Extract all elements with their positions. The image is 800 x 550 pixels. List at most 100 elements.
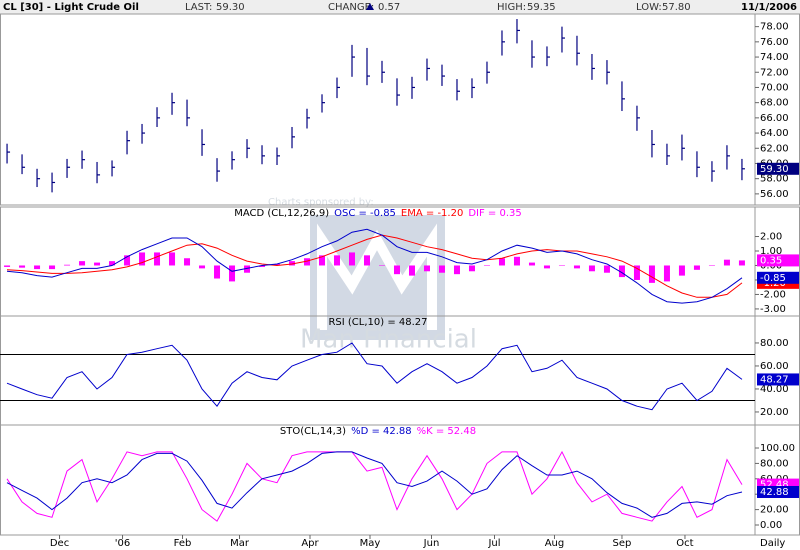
histogram-bar [378,265,385,266]
panel-title: RSI (CL,10) = 48.27 [328,317,427,328]
histogram-bar [184,258,191,266]
x-tick-label: Sep [613,538,632,549]
x-tick-label: May [360,538,381,549]
y-tick-label: 0.00 [760,520,782,531]
histogram-bar [573,265,580,269]
header: CL [30] - Light Crude Oil LAST: 59.30 CH… [0,0,800,14]
panel-title-text: RSI (CL,10) = 48.27 [328,317,427,328]
histogram-bar [289,261,296,266]
histogram-bar [124,255,131,266]
histogram-bar [708,265,715,266]
last-value-box [757,254,799,267]
y-tick-label: 56.00 [760,189,789,200]
x-tick-label: Aug [545,538,565,549]
y-tick-label: 80.00 [760,458,789,469]
histogram-bar [453,265,460,275]
histogram-bar [513,256,520,266]
x-tick-label: Jul [487,538,500,549]
y-tick-label: 100.00 [760,443,795,454]
watermark: Charts sponsored by: Man Financial [268,197,477,355]
header-label: CHANGE: [328,2,374,13]
x-tick-label: Apr [301,538,319,549]
last-value-label: 48.27 [760,374,789,385]
histogram-bar [94,262,101,266]
series-line [6,450,743,522]
last-value-label: 52.48 [760,480,789,491]
histogram-bar [483,265,490,266]
y-tick-label: 70.00 [760,82,789,93]
histogram-bar [49,265,56,270]
y-tick-label: 80.00 [760,338,789,349]
header-label: LAST: [185,2,212,13]
last-value-box [757,485,799,498]
histogram-bar [334,255,341,266]
last-value-label: 59.30 [760,164,789,175]
sponsor-text: Charts sponsored by: [268,197,374,208]
panel-title-text: STO(CL,14,3) [280,426,346,437]
histogram-bar [648,265,655,283]
histogram-bar [618,265,625,278]
histogram-bar [259,265,266,267]
y-tick-label: -2.00 [760,289,786,300]
y-tick-label: 62.00 [760,143,789,154]
up-arrow [366,3,374,10]
header-label: HIGH: [497,2,526,13]
histogram-bar [468,265,475,272]
panel-title: MACD (CL,12,26,9) OSC = -0.85 EMA = -1.20 D… [234,208,521,219]
histogram-bar [19,265,26,268]
histogram-bar [543,265,550,269]
y-tick-label: 68.00 [760,98,789,109]
header-value: 59.30 [216,2,245,13]
histogram-bar [244,265,251,273]
last-value-label: -0.85 [760,273,786,284]
last-value-box [757,162,799,175]
header-bar [0,0,800,14]
histogram-bar [274,264,281,266]
histogram-bar [229,265,236,282]
histogram-bar [154,252,161,266]
histogram-bar [558,265,565,266]
last-value-box [757,373,799,386]
histogram-bar [214,265,221,279]
header-title: CL [30] - Light Crude Oil [3,2,139,13]
y-tick-label: 1.00 [760,246,782,257]
x-tick-label: Mar [230,538,250,549]
histogram-bar [364,255,371,266]
y-tick-label: -3.00 [760,304,786,315]
histogram-bar [199,265,206,269]
x-tick-label: Jun [423,538,440,549]
legend-entry: %K = 52.48 [417,426,476,437]
y-tick-label: 58.00 [760,174,789,185]
last-value-label: 42.88 [760,487,789,498]
histogram-bar [633,265,640,280]
histogram-bar [349,252,356,266]
legend-entry: OSC = -0.85 [334,208,396,219]
histogram-bar [408,265,415,276]
histogram-bar [4,265,11,267]
series-line [6,228,743,304]
y-tick-label: 20.00 [760,407,789,418]
histogram-bar [423,265,430,272]
histogram-bar [603,265,610,273]
y-tick-label: 78.00 [760,22,789,33]
series-line [6,234,743,298]
histogram-bar [304,258,311,266]
y-tick-label: 74.00 [760,52,789,63]
header-date: 11/1/2006 [741,2,797,13]
y-tick-label: 40.00 [760,384,789,395]
panel-title-text: MACD (CL,12,26,9) [234,208,329,219]
x-tick-label: Oct [676,538,693,549]
header-value: 0.57 [378,2,400,13]
series-line [6,342,743,411]
x-tick-label: Feb [174,538,192,549]
y-tick-label: 20.00 [760,505,789,516]
sponsor-name: Man Financial [300,325,477,355]
last-value-box [757,271,799,284]
header-label: LOW: [636,2,662,13]
x-tick-label: '06 [115,538,130,549]
histogram-bar [79,261,86,266]
histogram-bar [64,264,71,266]
histogram-bar [678,265,685,276]
header-value: 59.35 [527,2,556,13]
